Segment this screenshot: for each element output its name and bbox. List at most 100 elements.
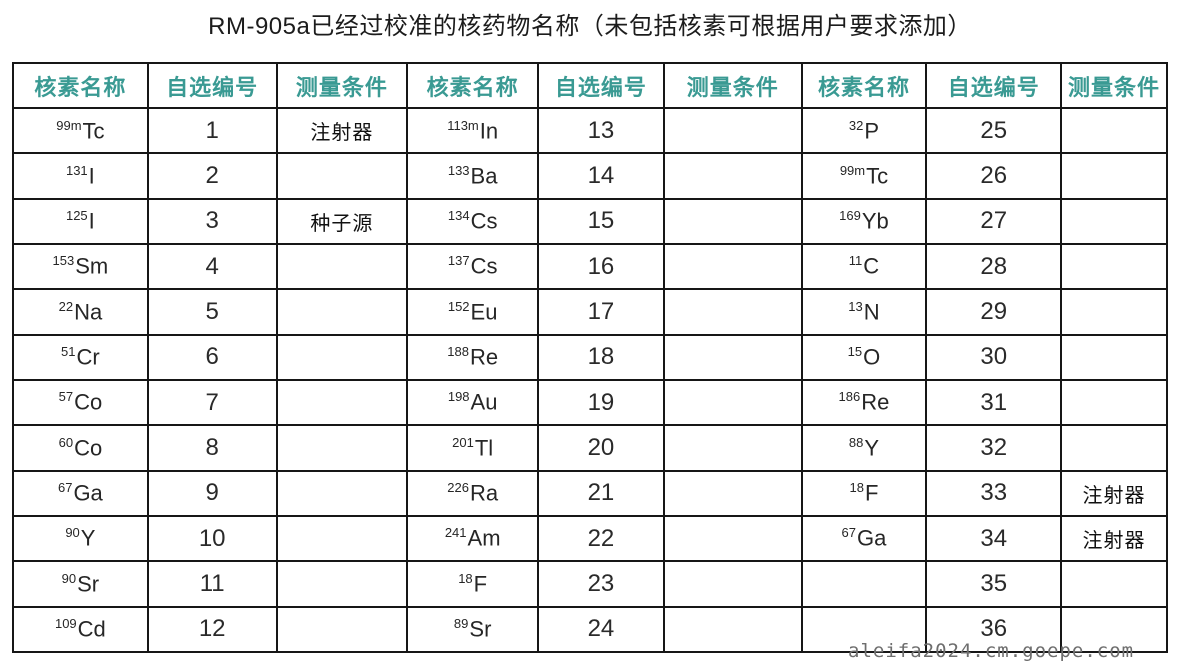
- page-title: RM-905a已经过校准的核药物名称（未包括核素可根据用户要求添加）: [208, 13, 972, 40]
- condition-cell: 注射器: [1060, 469, 1168, 517]
- mass-number: 226: [447, 480, 469, 496]
- nuclide-cell: 201Tl: [406, 424, 540, 472]
- nuclide-table: 核素名称 自选编号 测量条件 核素名称 自选编号 测量条件 核素名称 自选编号 测量条件 99m…: [12, 62, 1168, 654]
- number-cell: 21: [537, 469, 665, 517]
- number-cell: 20: [537, 424, 665, 472]
- nuclide-cell: 99mTc: [12, 106, 149, 155]
- header-row: 核素名称 自选编号 测量条件 核素名称 自选编号 测量条件 核素名称 自选编号 测量条件: [12, 62, 1168, 109]
- number-cell: 10: [146, 514, 278, 563]
- mass-number: 60: [58, 434, 74, 450]
- nuclide-cell: 241Am: [406, 514, 540, 563]
- mass-number: 109: [54, 616, 77, 632]
- condition-cell: [662, 242, 803, 291]
- table-row: 90Sr 11 18F 23 35: [12, 560, 1168, 608]
- mass-number: 90: [61, 570, 77, 586]
- nuclide-cell: [800, 560, 928, 608]
- number-cell: 17: [537, 288, 665, 336]
- element-symbol: Co: [74, 389, 103, 415]
- condition-cell: [1060, 333, 1168, 381]
- nuclide-cell: 22Na: [12, 288, 149, 336]
- mass-number: 90: [65, 525, 80, 541]
- mass-number: 13: [848, 298, 863, 314]
- number-cell: 24: [537, 605, 665, 654]
- element-symbol: Co: [74, 435, 103, 461]
- number-cell: 12: [146, 605, 278, 654]
- element-symbol: I: [88, 208, 95, 234]
- table-row: 60Co 8 201Tl 20 88Y 32: [12, 424, 1168, 472]
- mass-number: 169: [839, 208, 861, 224]
- nuclide-cell: 32P: [800, 106, 928, 155]
- mass-number: 133: [447, 162, 470, 178]
- condition-cell: [662, 197, 803, 245]
- nuclide-cell: 99mTc: [800, 152, 928, 200]
- number-cell: 2: [146, 152, 278, 200]
- table-row: 131I 2 133Ba 14 99mTc 26: [12, 152, 1168, 200]
- condition-cell: [275, 333, 409, 381]
- condition-cell: [275, 560, 409, 608]
- condition-cell: [275, 605, 409, 654]
- number-cell: 5: [146, 288, 278, 336]
- number-cell: 33: [925, 469, 1063, 517]
- element-symbol: Tc: [82, 117, 105, 143]
- nuclide-cell: 113mIn: [406, 106, 540, 155]
- nuclide-cell: [800, 605, 928, 654]
- mass-number: 89: [453, 616, 469, 632]
- mass-number: 125: [65, 208, 88, 224]
- element-symbol: Tc: [866, 163, 889, 189]
- mass-number: 201: [452, 434, 474, 450]
- condition-cell: [662, 514, 803, 563]
- element-symbol: Sr: [469, 616, 492, 642]
- number-cell: 3: [146, 197, 278, 245]
- mass-number: 15: [847, 344, 863, 360]
- element-symbol: Ra: [469, 480, 499, 506]
- number-cell: 25: [925, 106, 1063, 155]
- condition-cell: [662, 560, 803, 608]
- nuclide-cell: 226Ra: [406, 469, 540, 517]
- condition-cell: [662, 152, 803, 200]
- number-cell: 9: [146, 469, 278, 517]
- table-row: 57Co 7 198Au 19 186Re 31: [12, 378, 1168, 427]
- number-cell: 8: [146, 424, 278, 472]
- nuclide-cell: 88Y: [800, 424, 928, 472]
- number-cell: 29: [925, 288, 1063, 336]
- nuclide-cell: 18F: [406, 560, 540, 608]
- mass-number: 153: [52, 253, 75, 269]
- element-symbol: Am: [467, 525, 501, 551]
- condition-cell: [1060, 560, 1168, 608]
- number-cell: 22: [537, 514, 665, 563]
- number-cell: 23: [537, 560, 665, 608]
- condition-cell: [662, 378, 803, 427]
- nuclide-cell: 198Au: [406, 378, 540, 427]
- number-cell: 7: [146, 378, 278, 427]
- element-symbol: Cs: [470, 253, 498, 279]
- condition-cell: [1060, 152, 1168, 200]
- number-cell: 27: [925, 197, 1063, 245]
- element-symbol: Cr: [76, 344, 100, 370]
- number-cell: 13: [537, 106, 665, 155]
- condition-cell: [662, 106, 803, 155]
- mass-number: 67: [57, 480, 73, 496]
- condition-cell: [275, 514, 409, 563]
- element-symbol: Cd: [77, 616, 106, 642]
- nuclide-cell: 152Eu: [406, 288, 540, 336]
- nuclide-cell: 153Sm: [12, 242, 149, 291]
- element-symbol: Re: [469, 344, 499, 370]
- condition-cell: [1060, 197, 1168, 245]
- element-symbol: Yb: [861, 208, 889, 234]
- nuclide-cell: 15O: [800, 333, 928, 381]
- table-body: 99mTc 1 注射器 113mIn 13 32P 25 131I 2 133Ba 14 99mTc 2…: [12, 106, 1168, 654]
- number-cell: 18: [537, 333, 665, 381]
- column-header-measure-condition-1: 测量条件: [275, 62, 409, 109]
- mass-number: 137: [447, 253, 470, 269]
- table-row: 153Sm 4 137Cs 16 11C 28: [12, 242, 1168, 291]
- nuclide-cell: 18F: [800, 469, 928, 517]
- mass-number: 188: [447, 344, 469, 360]
- nuclide-cell: 11C: [800, 242, 928, 291]
- nuclide-cell: 125I: [12, 197, 149, 245]
- mass-number: 11: [848, 253, 863, 269]
- table-row: 99mTc 1 注射器 113mIn 13 32P 25: [12, 106, 1168, 155]
- condition-cell: 种子源: [275, 197, 409, 245]
- mass-number: 241: [444, 525, 467, 541]
- number-cell: 28: [925, 242, 1063, 291]
- number-cell: 30: [925, 333, 1063, 381]
